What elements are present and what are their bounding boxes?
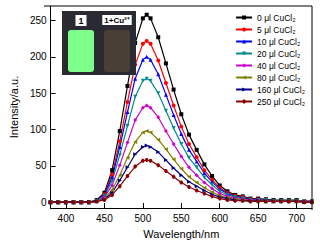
svg-text:Wavelength/nm: Wavelength/nm [143,228,219,240]
svg-text:550: 550 [173,213,190,224]
svg-text:0: 0 [41,197,47,208]
svg-text:200: 200 [30,51,47,62]
svg-text:400: 400 [58,213,75,224]
svg-text:Intensity/a.u.: Intensity/a.u. [8,76,20,138]
svg-text:40 μl CuCl₂: 40 μl CuCl₂ [257,61,300,71]
svg-text:500: 500 [135,213,152,224]
svg-text:650: 650 [250,213,267,224]
svg-text:700: 700 [288,213,305,224]
svg-text:1+Cu²⁺: 1+Cu²⁺ [104,16,129,25]
svg-text:5 μl CuCl₂: 5 μl CuCl₂ [257,25,295,35]
svg-text:250: 250 [30,15,47,26]
svg-text:600: 600 [211,213,228,224]
svg-text:20 μl CuCl₂: 20 μl CuCl₂ [257,49,300,59]
svg-text:100: 100 [30,124,47,135]
svg-text:50: 50 [35,160,47,171]
svg-text:1: 1 [78,16,83,26]
svg-text:160 μl CuCl₂: 160 μl CuCl₂ [257,85,305,95]
svg-text:150: 150 [30,88,47,99]
svg-text:10 μl CuCl₂: 10 μl CuCl₂ [257,37,300,47]
svg-text:80 μl CuCl₂: 80 μl CuCl₂ [257,73,300,83]
svg-text:0 μl CuCl₂: 0 μl CuCl₂ [257,13,295,23]
svg-text:250 μl CuCl₂: 250 μl CuCl₂ [257,97,305,107]
svg-text:450: 450 [96,213,113,224]
